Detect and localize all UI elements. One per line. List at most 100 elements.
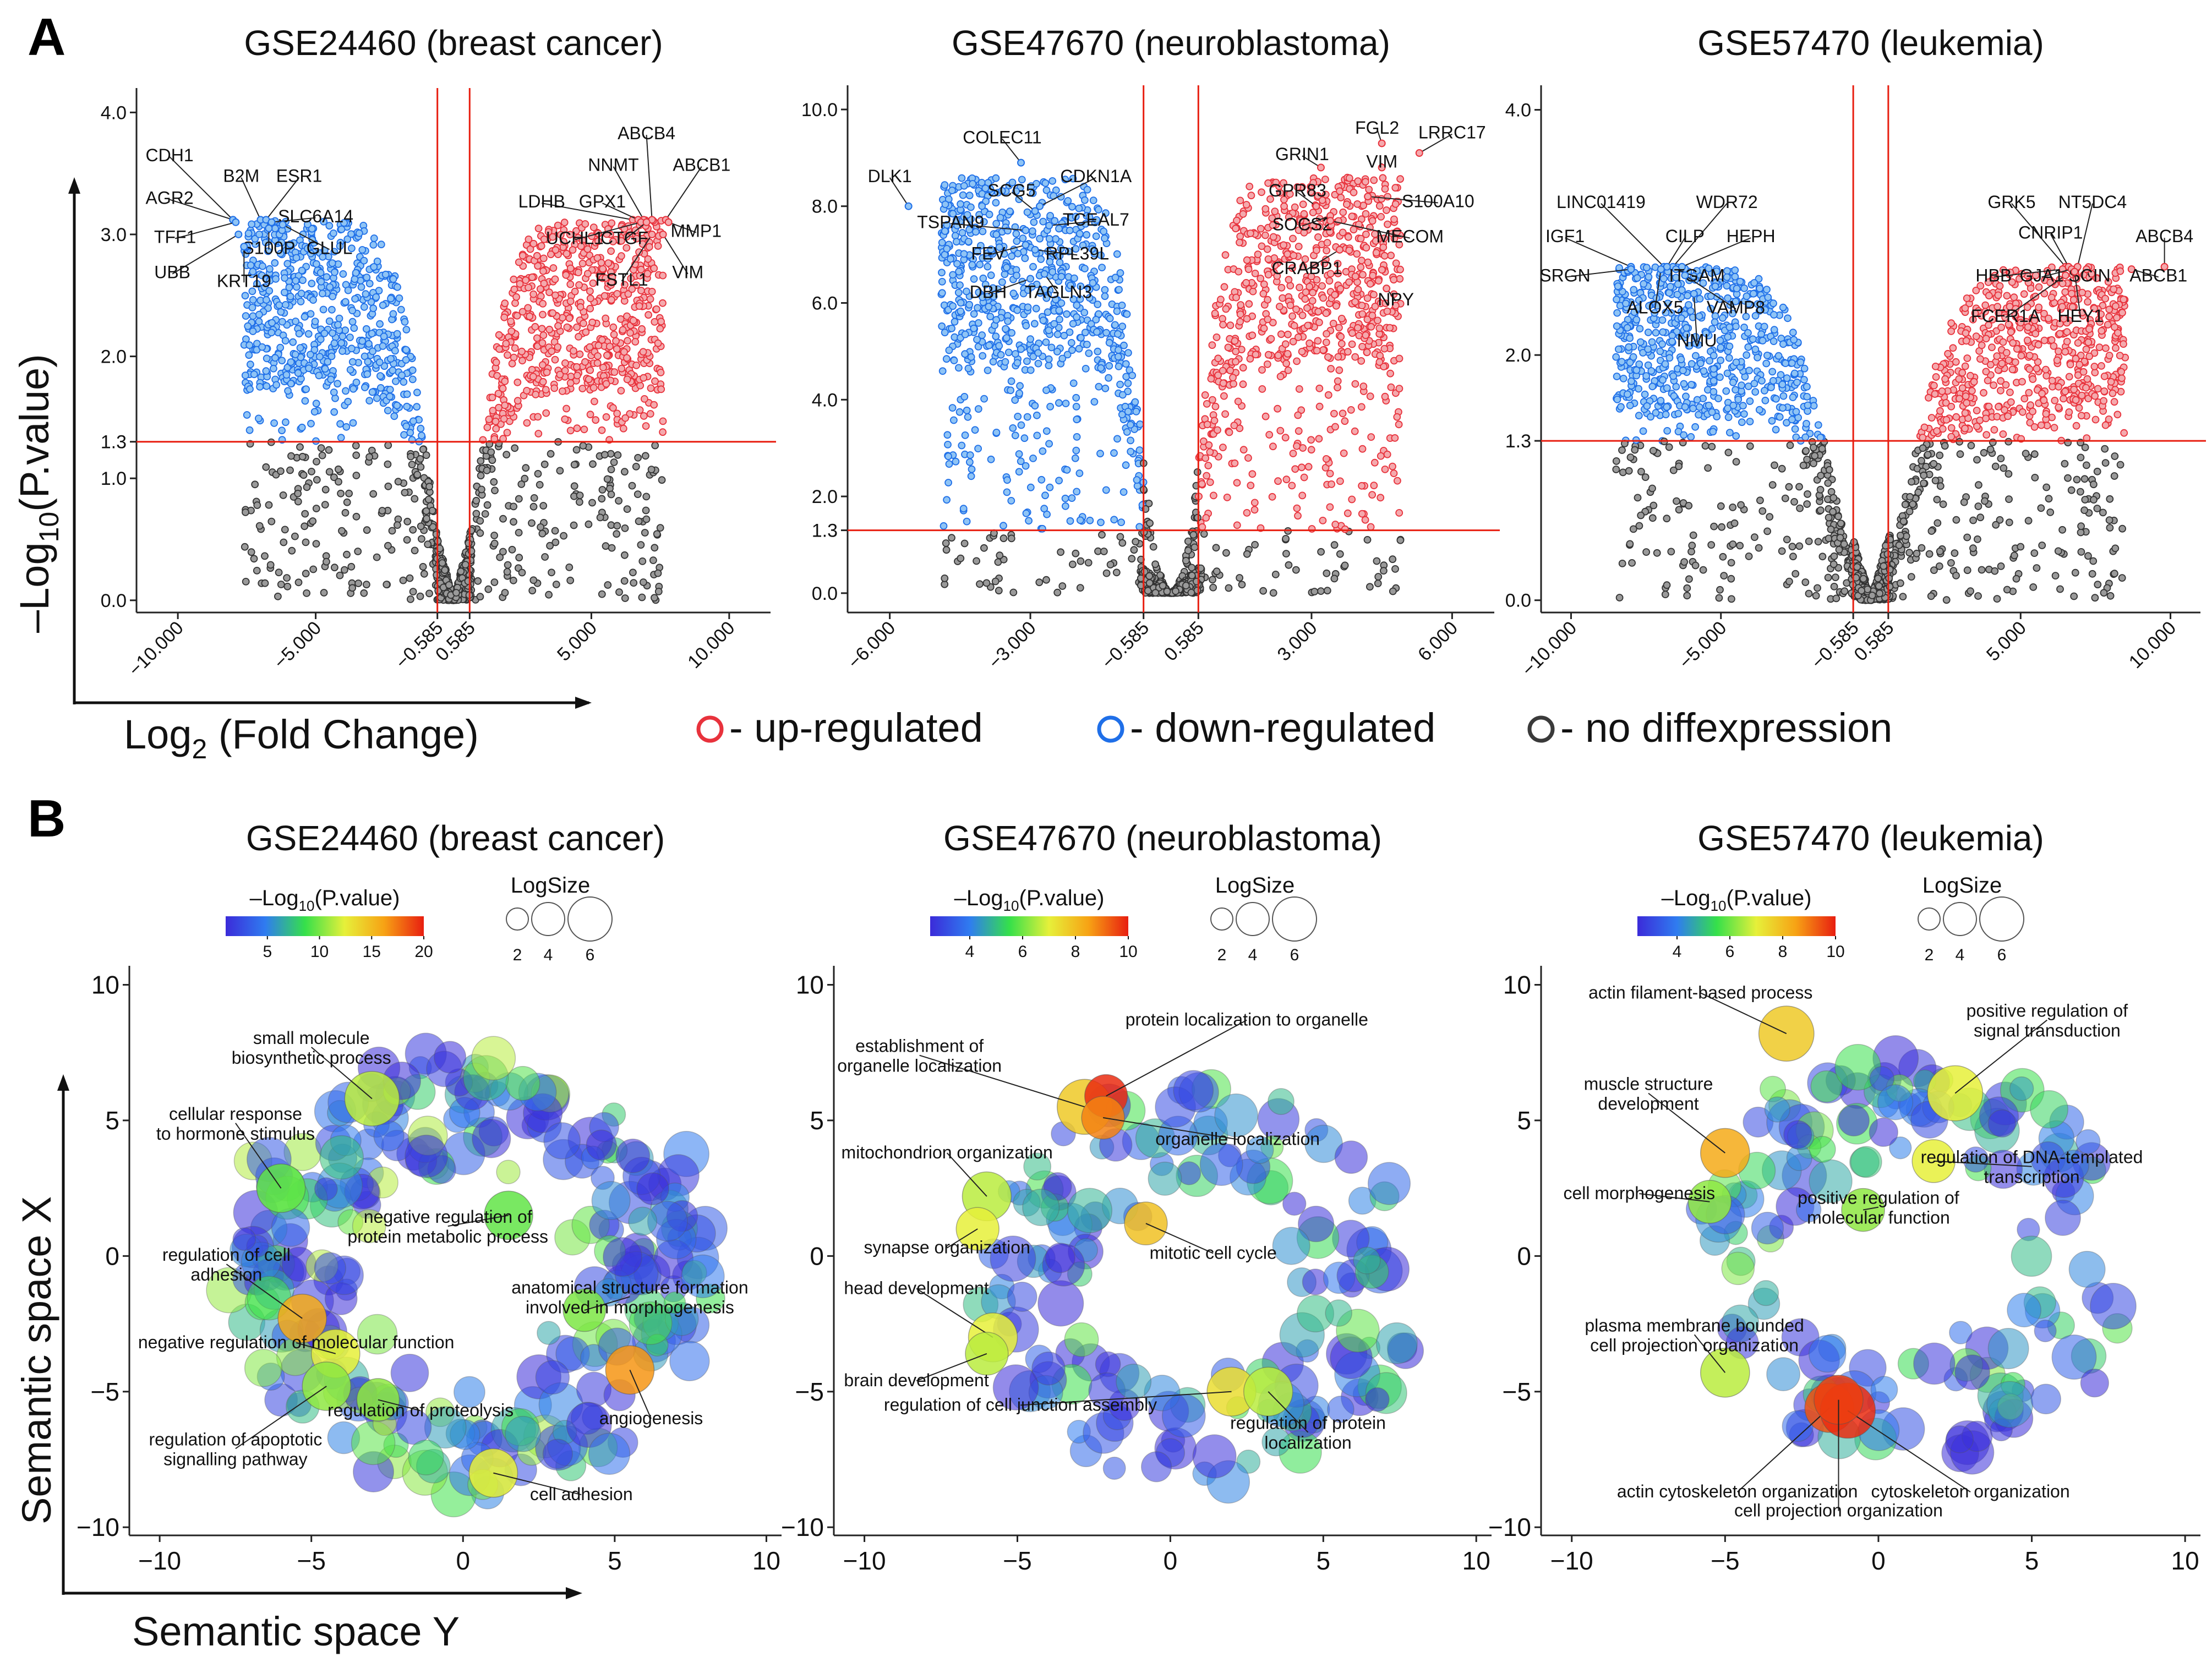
point — [1344, 233, 1352, 241]
point — [1098, 264, 1106, 272]
point — [1357, 403, 1366, 411]
point — [281, 274, 288, 282]
point — [985, 210, 993, 218]
point — [2042, 483, 2051, 491]
point — [389, 367, 397, 374]
gene-label: S100P — [242, 238, 295, 258]
point — [615, 588, 623, 596]
point — [1319, 517, 1327, 524]
point — [2067, 486, 2076, 494]
point — [635, 302, 643, 310]
point — [492, 425, 500, 433]
point — [406, 429, 414, 437]
point — [529, 576, 538, 584]
point — [517, 480, 526, 488]
point — [942, 355, 951, 363]
point — [588, 499, 596, 507]
point — [545, 325, 554, 333]
point — [251, 234, 259, 243]
point — [963, 287, 970, 296]
point — [617, 387, 625, 395]
point — [330, 339, 338, 347]
point — [609, 323, 618, 331]
point — [1343, 348, 1352, 356]
point — [551, 275, 559, 283]
point — [1267, 335, 1275, 343]
point — [508, 545, 516, 554]
point — [326, 283, 334, 291]
point — [343, 498, 351, 506]
point — [613, 345, 621, 353]
point — [303, 483, 311, 491]
point — [525, 283, 532, 292]
point — [1210, 417, 1219, 425]
point — [1207, 375, 1215, 383]
point — [276, 249, 285, 258]
panel-title: GSE57470 (leukemia) — [1697, 23, 2044, 63]
point — [1149, 543, 1157, 551]
point — [317, 277, 325, 286]
point — [1247, 192, 1255, 200]
point — [1188, 571, 1196, 579]
point — [621, 414, 629, 422]
point — [616, 315, 625, 323]
point — [1132, 538, 1140, 546]
point — [943, 431, 952, 439]
point — [298, 266, 306, 275]
point — [1017, 345, 1025, 353]
point — [640, 412, 648, 420]
point — [1236, 196, 1244, 205]
point — [594, 342, 603, 349]
point — [381, 270, 390, 278]
point — [1336, 477, 1344, 485]
point — [958, 174, 966, 182]
point — [1029, 263, 1037, 271]
point — [942, 539, 950, 547]
point — [1055, 399, 1063, 407]
point — [613, 522, 621, 530]
point — [1055, 225, 1063, 233]
point — [1334, 384, 1341, 392]
point — [1395, 385, 1403, 392]
point — [559, 387, 566, 395]
point — [1612, 353, 1620, 361]
point — [2018, 378, 2026, 386]
point — [586, 287, 594, 295]
point — [546, 542, 554, 550]
point — [1277, 283, 1286, 292]
point — [938, 289, 946, 297]
point — [503, 568, 511, 576]
point — [1368, 217, 1377, 225]
point — [952, 457, 960, 466]
point — [600, 292, 609, 300]
point — [1313, 246, 1320, 254]
point — [562, 271, 570, 279]
point — [948, 187, 956, 194]
point — [1081, 265, 1089, 272]
point — [501, 589, 509, 597]
point — [1283, 350, 1292, 358]
point — [1211, 402, 1220, 411]
point — [1374, 316, 1381, 325]
panel-title: GSE47670 (neuroblastoma) — [952, 23, 1390, 63]
point — [1980, 389, 1987, 397]
point — [336, 420, 344, 428]
point — [400, 431, 408, 439]
point — [270, 419, 278, 427]
point — [637, 541, 645, 549]
point — [992, 429, 1001, 436]
point — [403, 390, 411, 398]
point — [1115, 286, 1123, 294]
point — [576, 491, 584, 499]
gene-point — [1017, 158, 1025, 167]
point — [1755, 544, 1763, 552]
point — [294, 497, 302, 506]
point — [539, 310, 547, 319]
point — [1298, 491, 1307, 500]
point — [583, 245, 592, 253]
point — [944, 452, 952, 461]
point — [265, 501, 273, 509]
point — [500, 313, 509, 321]
point — [1023, 413, 1031, 421]
point — [425, 589, 433, 598]
